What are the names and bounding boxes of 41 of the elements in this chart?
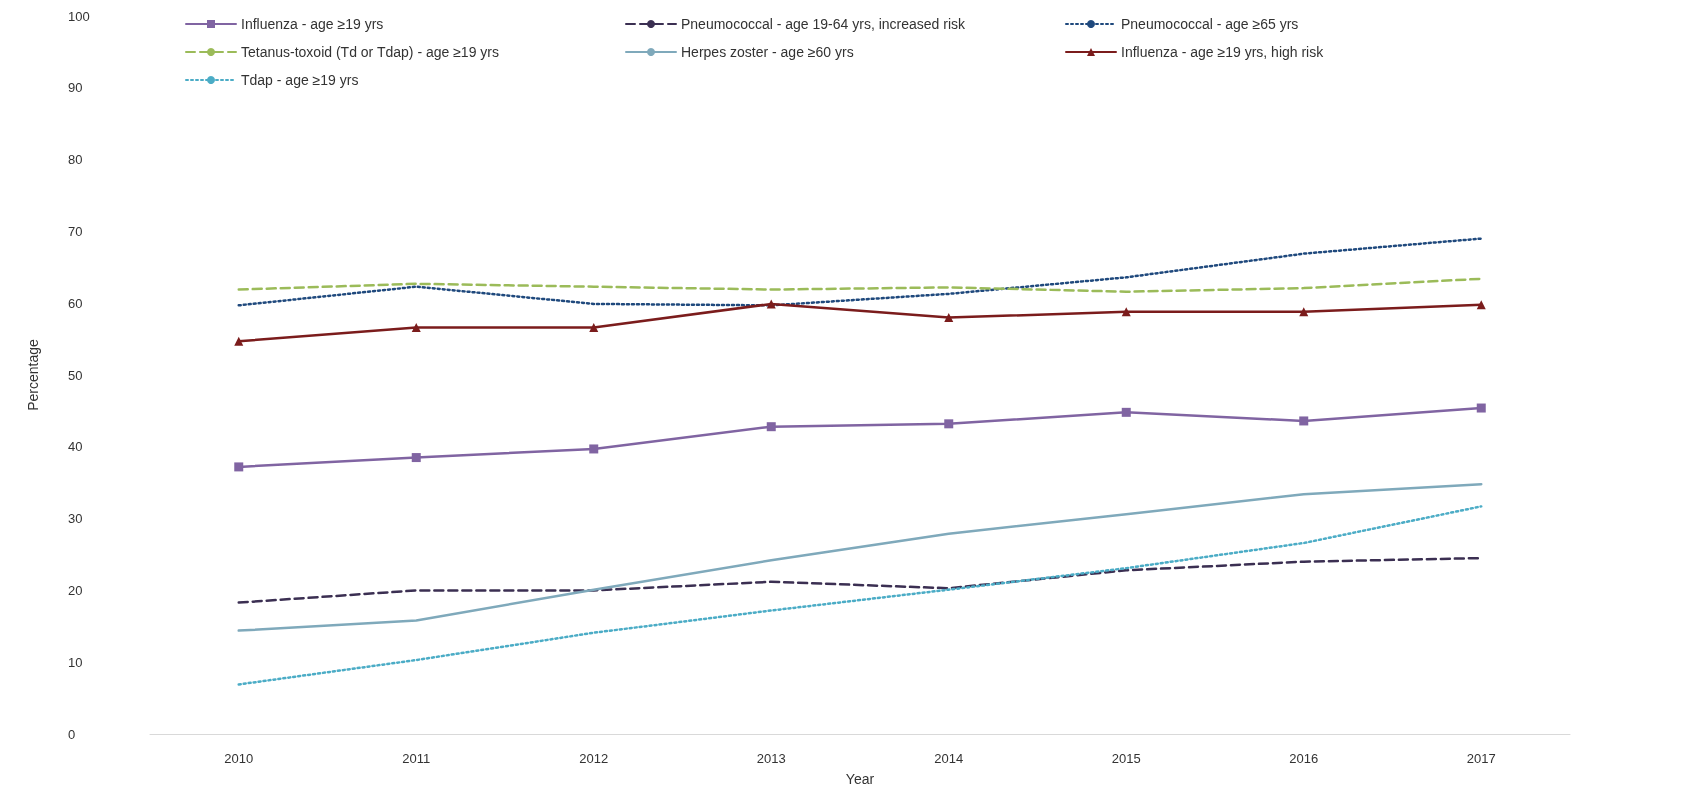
- y-tick-label: 40: [68, 439, 83, 455]
- x-tick-label: 2012: [579, 751, 609, 766]
- point: [1121, 407, 1131, 417]
- legend-label: Influenza - age ≥19 yrs, high risk: [1121, 44, 1325, 60]
- x-tick-label: 2016: [1289, 751, 1319, 766]
- legend-label: Tdap - age ≥19 yrs: [241, 72, 359, 88]
- line-series: [237, 505, 1483, 686]
- point: [234, 462, 244, 472]
- y-axis-title: Percentage: [25, 338, 41, 411]
- point: [234, 336, 244, 346]
- y-tick-label: 80: [68, 152, 83, 168]
- line-series: [237, 482, 1483, 632]
- legend-label: Herpes zoster - age ≥60 yrs: [681, 44, 854, 60]
- legend-label: Pneumococcal - age 19-64 yrs, increased risk: [681, 16, 967, 32]
- y-tick-label: 60: [68, 295, 83, 311]
- y-tick-label: 50: [68, 367, 83, 383]
- legend-label: Tetanus-toxoid (Td or Tdap) - age ≥19 yrs: [241, 44, 499, 60]
- x-tick-label: 2017: [1466, 751, 1496, 766]
- line-series: [237, 237, 1483, 307]
- y-tick-label: 20: [68, 582, 83, 598]
- y-tick-label: 0: [68, 726, 76, 742]
- x-tick-label: 2010: [224, 751, 254, 766]
- x-axis-title: Year: [845, 771, 875, 787]
- point: [1476, 403, 1486, 413]
- point: [766, 422, 776, 432]
- x-tick-label: 2014: [934, 751, 964, 766]
- point: [1299, 416, 1309, 426]
- y-tick-label: 30: [68, 511, 83, 527]
- y-tick-label: 100: [68, 8, 90, 24]
- x-tick-label: 2015: [1111, 751, 1141, 766]
- y-tick-label: 70: [68, 223, 83, 239]
- y-tick-label: 10: [68, 654, 83, 670]
- line-series: [237, 277, 1483, 293]
- x-tick-label: 2011: [402, 751, 431, 766]
- point: [589, 444, 599, 454]
- point: [944, 419, 954, 429]
- y-tick-label: 90: [68, 80, 83, 96]
- point: [411, 453, 421, 463]
- legend-label: Influenza - age ≥19 yrs: [241, 16, 384, 32]
- x-tick-label: 2013: [756, 751, 786, 766]
- legend-label: Pneumococcal - age ≥65 yrs: [1121, 16, 1299, 32]
